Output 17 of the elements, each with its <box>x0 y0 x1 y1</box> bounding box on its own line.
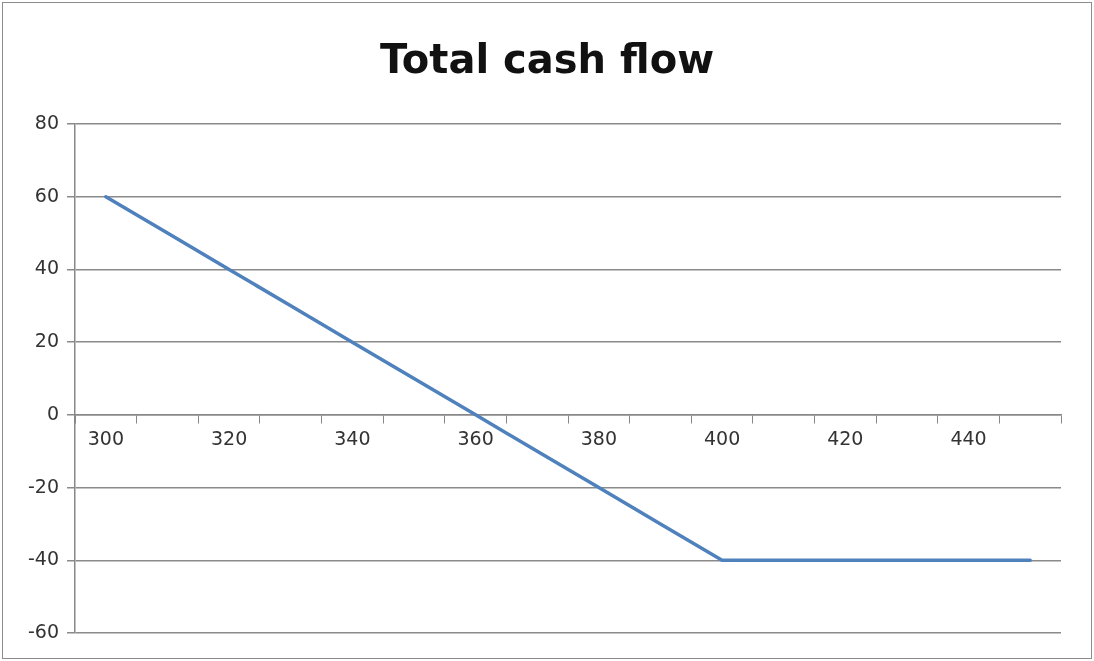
y-tick-label: -60 <box>27 619 60 642</box>
x-tick-label: 340 <box>334 427 371 450</box>
chart-title: Total cash flow <box>378 36 716 82</box>
x-tick-label: 360 <box>457 427 494 450</box>
x-tick-label: 420 <box>827 427 864 450</box>
y-tick-label: 80 <box>34 110 60 133</box>
x-tick-label: 300 <box>87 427 124 450</box>
x-tick-label: 400 <box>703 427 741 450</box>
x-tick-label: 380 <box>580 427 617 450</box>
y-tick-label: -20 <box>27 474 60 497</box>
x-tick-label: 440 <box>950 427 987 450</box>
y-tick-label: -40 <box>27 547 60 570</box>
y-tick-label: 40 <box>34 256 60 279</box>
x-tick-label: 320 <box>210 427 248 450</box>
y-tick-label: 20 <box>34 329 60 352</box>
y-tick-label: 60 <box>34 183 60 206</box>
y-tick-label: 0 <box>46 401 60 424</box>
